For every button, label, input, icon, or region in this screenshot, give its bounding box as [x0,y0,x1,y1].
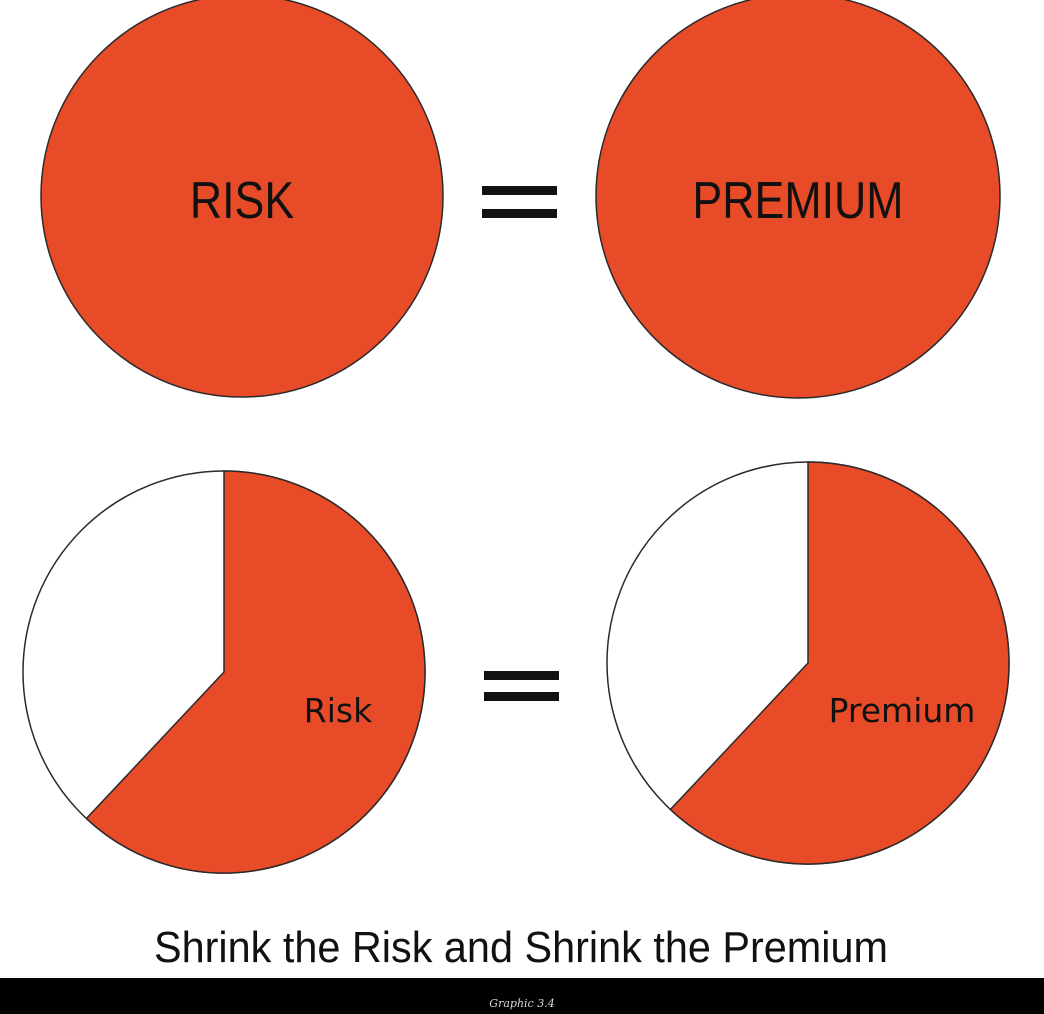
premium-label: PREMIUM [692,172,903,230]
premium-pie-filled-slice [669,461,1010,865]
risk-full-circle [40,0,444,398]
risk-pie-filled-slice [85,470,426,874]
equals-bar-lower [484,692,559,701]
risk-pie-label: Risk [304,691,373,730]
diagram-caption: Shrink the Risk and Shrink the Premium [154,923,888,972]
equals-sign-bottom [484,671,559,701]
premium-pie-label: Premium [829,691,976,730]
footer-caption: Graphic 3.4 [489,997,555,1010]
equals-sign-top [482,186,557,218]
equals-bar-lower [482,209,557,218]
premium-pie [606,461,1010,865]
equals-bar-upper [484,671,559,680]
risk-premium-diagram: RISK PREMIUM Risk Premium Shrink the Ris… [22,0,1010,972]
equals-bar-upper [482,186,557,195]
risk-pie [22,470,426,874]
risk-label: RISK [190,172,294,230]
premium-full-circle [595,0,1001,399]
footer-bar [0,978,1044,1014]
